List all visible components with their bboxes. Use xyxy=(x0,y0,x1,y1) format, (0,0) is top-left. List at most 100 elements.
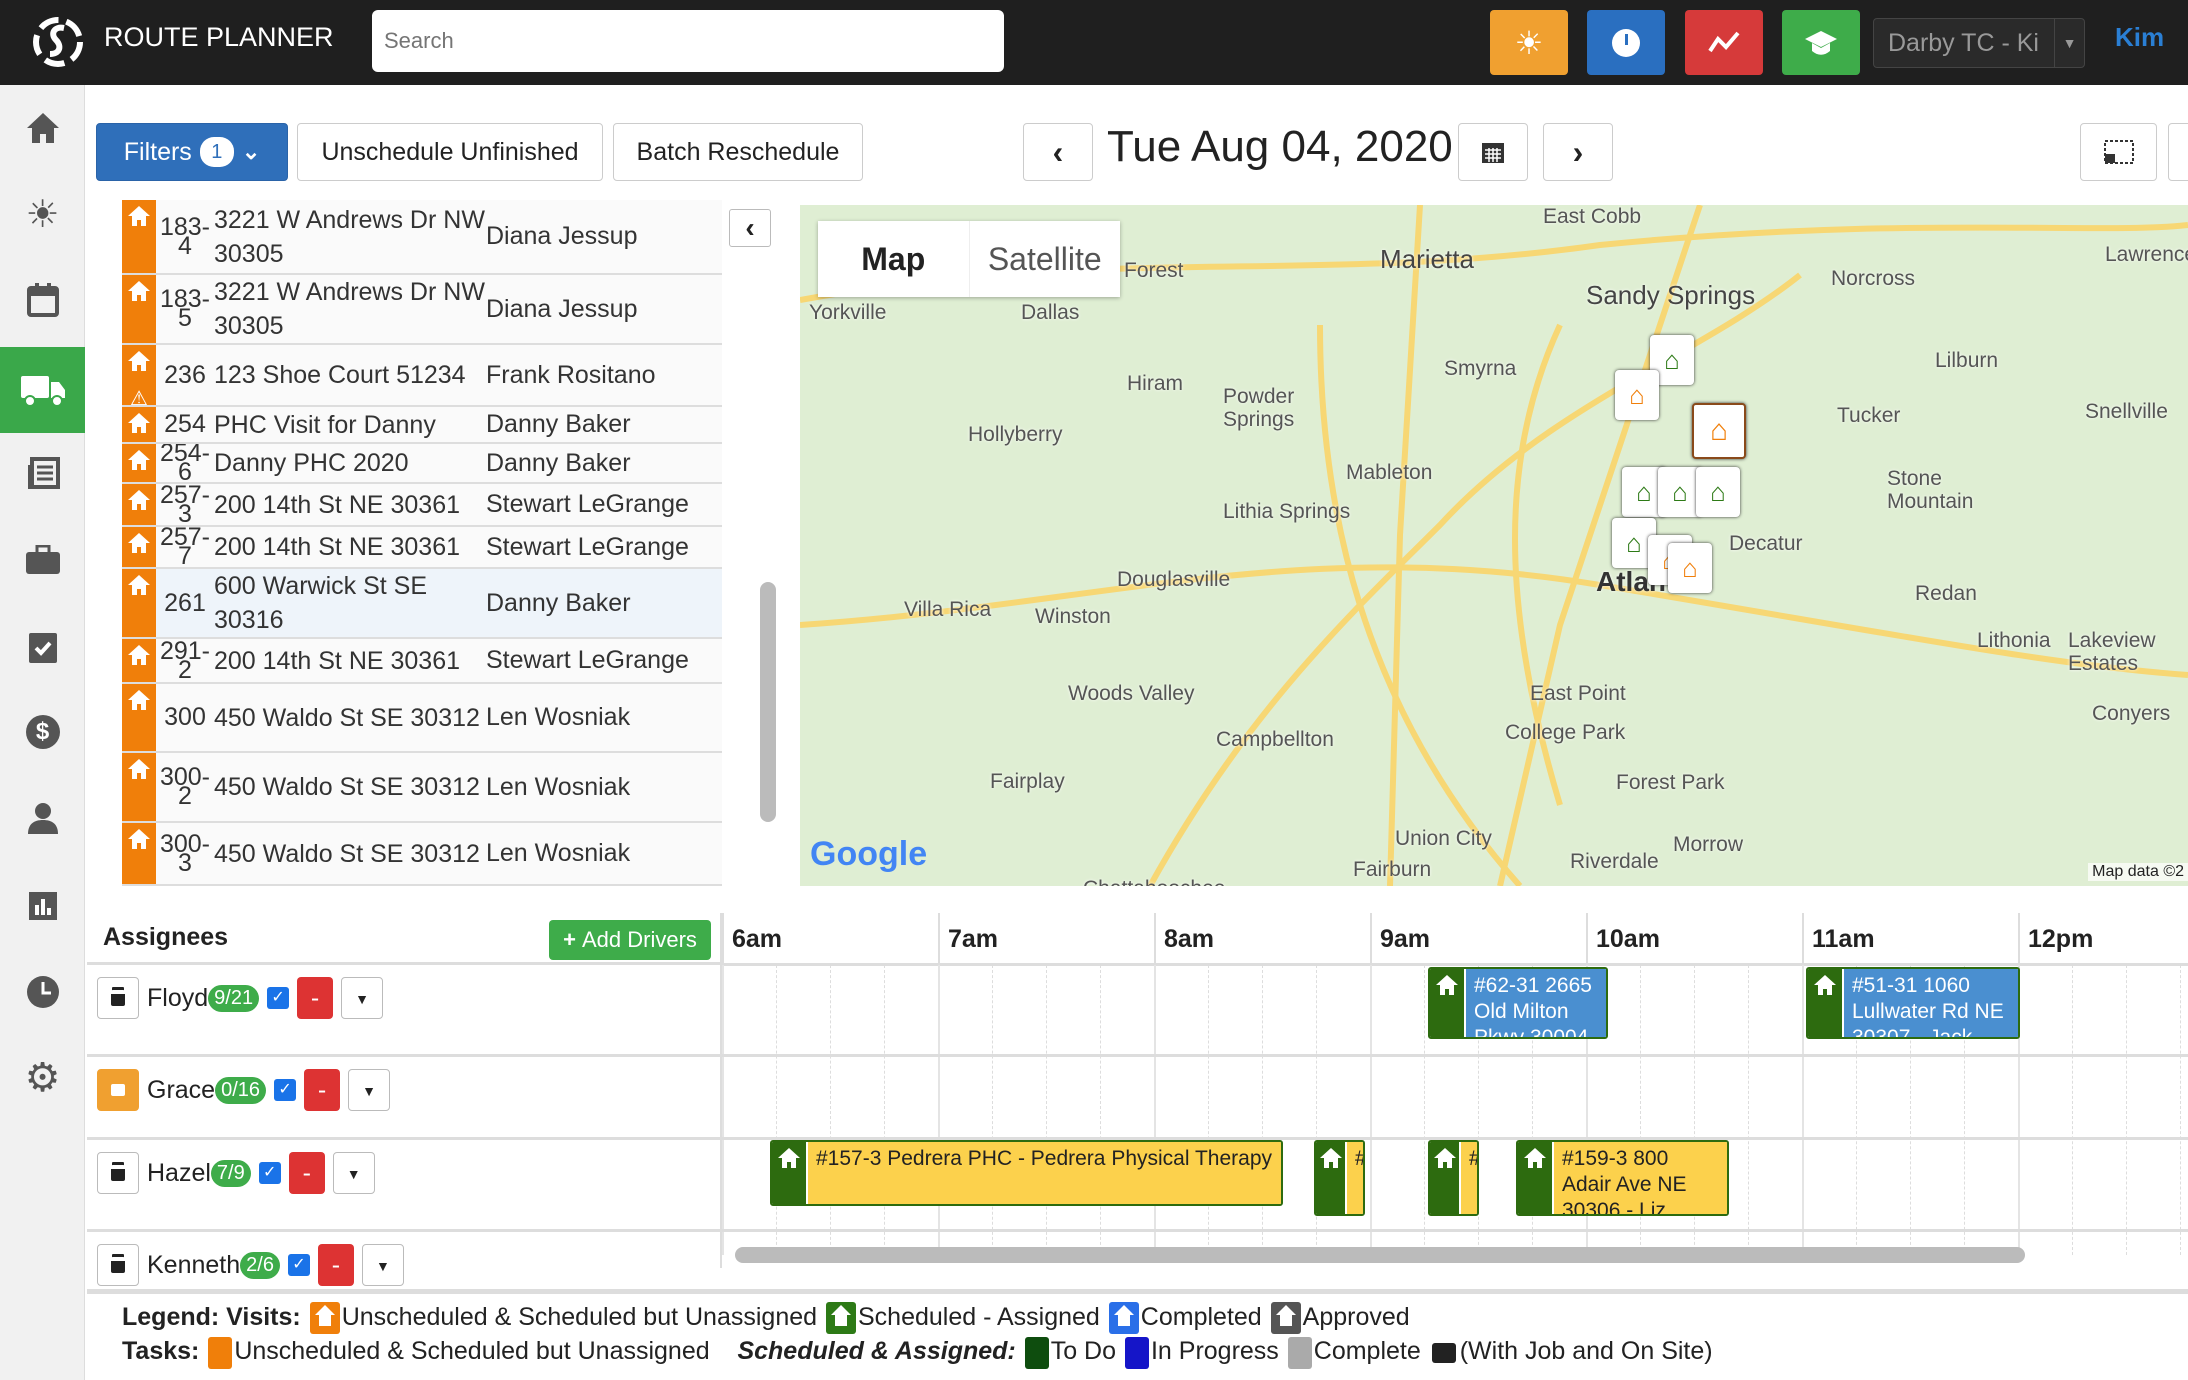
visit-row[interactable]: 254- 6 Danny PHC 2020 Danny Baker xyxy=(122,444,722,484)
map-marker-unassigned[interactable]: ⌂ xyxy=(1615,370,1659,420)
schedule-event[interactable]: #1 xyxy=(1428,1140,1479,1216)
list-scrollbar[interactable] xyxy=(760,582,776,822)
search-input[interactable] xyxy=(372,10,1004,72)
sidebar-item-users[interactable] xyxy=(0,775,85,861)
sidebar-item-calendar[interactable] xyxy=(0,257,85,343)
assignee-checkbox[interactable]: ✓ xyxy=(258,1162,281,1184)
home-icon: ⌂ xyxy=(1672,476,1688,507)
map-marker-assigned[interactable]: ⌂ xyxy=(1696,467,1740,517)
sidebar-item-tasks[interactable] xyxy=(0,603,85,689)
tab-satellite[interactable]: Satellite xyxy=(987,240,1102,277)
visit-row[interactable]: 257- 3 200 14th St NE 30361 Stewart LeGr… xyxy=(122,484,722,527)
user-menu[interactable]: Kim xyxy=(2115,22,2165,52)
map-place-label: Stone Mountain xyxy=(1887,467,1974,513)
schedule-event[interactable]: #157-3 Pedrera PHC - Pedrera Physical Th… xyxy=(770,1140,1283,1206)
remove-assignee-button[interactable]: - xyxy=(297,977,334,1019)
tab-map[interactable]: Map xyxy=(818,221,970,297)
assignee-dropdown[interactable]: ▼ xyxy=(332,1152,375,1194)
map-marker-assigned[interactable]: ⌂ xyxy=(1658,467,1702,517)
assignee-name: Floyd xyxy=(147,983,209,1012)
assignee-dropdown[interactable]: ▼ xyxy=(361,1244,404,1286)
lock-button[interactable] xyxy=(97,1244,139,1286)
assignee-name: Grace xyxy=(147,1075,216,1104)
visit-row[interactable]: 300- 3 450 Waldo St SE 30312 Len Wosniak xyxy=(122,823,722,886)
toolbar-extra-button[interactable] xyxy=(2168,123,2188,181)
map[interactable]: Map Satellite East Cobb Marietta Sandy Spr… xyxy=(800,205,2188,886)
lock-button[interactable] xyxy=(97,1152,139,1194)
visit-row[interactable]: 300- 2 450 Waldo St SE 30312 Len Wosniak xyxy=(122,753,722,823)
visit-row[interactable]: 183- 4 3221 W Andrews Dr NW 30305 Diana … xyxy=(122,200,722,275)
map-place-label: Chattahoochee xyxy=(1083,877,1225,886)
hour-header: 10am xyxy=(1586,913,1802,965)
clock-button[interactable] xyxy=(1587,10,1665,75)
training-button[interactable] xyxy=(1782,10,1860,75)
account-select[interactable]: Darby TC - Ki ▼ xyxy=(1873,18,2085,68)
visit-row[interactable]: 291- 2 200 14th St NE 30361 Stewart LeGr… xyxy=(122,639,722,684)
calendar-button[interactable] xyxy=(1458,123,1528,181)
visit-row[interactable]: 257- 7 200 14th St NE 30361 Stewart LeGr… xyxy=(122,527,722,569)
clipboard-check-icon xyxy=(28,633,57,663)
visit-row[interactable]: 183- 5 3221 W Andrews Dr NW 30305 Diana … xyxy=(122,275,722,345)
map-marker-unassigned[interactable]: ⌂ xyxy=(1668,543,1712,593)
event-text: #159-3 800 Adair Ave NE 30306 - Liz xyxy=(1552,1142,1727,1214)
quarter-gridline xyxy=(1856,965,1857,1255)
schedule-event[interactable]: #159-3 800 Adair Ave NE 30306 - Liz xyxy=(1516,1140,1729,1216)
schedule-event[interactable]: #2 xyxy=(1314,1140,1365,1216)
schedule-event[interactable]: #51-31 1060 Lullwater Rd NE 30307 - Jack xyxy=(1806,967,2020,1039)
collapse-list-button[interactable]: ‹ xyxy=(729,209,771,247)
visit-row[interactable]: 300 450 Waldo St SE 30312 Len Wosniak xyxy=(122,684,722,753)
map-place-label: Hollyberry xyxy=(968,423,1063,446)
home-icon xyxy=(1108,1302,1139,1335)
remove-assignee-button[interactable]: - xyxy=(317,1244,354,1286)
quarter-gridline xyxy=(1910,965,1911,1255)
assignee-dropdown[interactable]: ▼ xyxy=(348,1069,391,1111)
sidebar-item-billing[interactable]: $ xyxy=(0,689,85,775)
filter-count-badge: 1 xyxy=(199,137,234,167)
home-icon xyxy=(1808,969,1842,1037)
visit-number: 254 xyxy=(164,410,206,438)
filters-button[interactable]: Filters 1 ⌄ xyxy=(96,123,288,181)
prev-day-button[interactable]: ‹ xyxy=(1023,123,1093,181)
visit-row[interactable]: 254 PHC Visit for Danny Danny Baker xyxy=(122,407,722,444)
map-marker-unassigned[interactable]: ⌂ xyxy=(1692,403,1746,459)
sidebar-item-sun[interactable]: ☀ xyxy=(0,171,85,257)
visit-client: Danny Baker xyxy=(486,448,631,477)
sidebar-item-routes[interactable] xyxy=(0,347,85,433)
sidebar-item-settings[interactable]: ⚙ xyxy=(0,1035,85,1121)
next-day-button[interactable]: › xyxy=(1543,123,1613,181)
map-place-label: Yorkville xyxy=(809,301,887,324)
remove-assignee-button[interactable]: - xyxy=(304,1069,341,1111)
batch-reschedule-button[interactable]: Batch Reschedule xyxy=(613,123,863,181)
lock-button[interactable] xyxy=(97,977,139,1019)
map-place-label: East Cobb xyxy=(1543,205,1642,228)
visit-row[interactable]: ⚠ 236 123 Shoe Court 51234 Frank Rositan… xyxy=(122,345,722,407)
sidebar-item-reports[interactable] xyxy=(0,863,85,949)
fullscreen-button[interactable] xyxy=(2080,123,2157,181)
assignee-checkbox[interactable]: ✓ xyxy=(287,1254,310,1276)
schedule-event[interactable]: #62-31 2665 Old Milton Pkwy 30004 xyxy=(1428,967,1608,1039)
home-icon xyxy=(1270,1302,1301,1335)
legend-item: Unscheduled & Scheduled but Unassigned xyxy=(234,1337,710,1366)
sidebar-item-briefcase[interactable] xyxy=(0,517,85,603)
hour-header: 11am xyxy=(1802,913,2018,965)
add-drivers-button[interactable]: + Add Drivers xyxy=(549,920,711,960)
remove-assignee-button[interactable]: - xyxy=(288,1152,325,1194)
assignee-dropdown[interactable]: ▼ xyxy=(341,977,384,1019)
legend-item: Complete xyxy=(1313,1337,1421,1366)
assignee-checkbox[interactable]: ✓ xyxy=(274,1079,297,1101)
visit-row[interactable]: 261 600 Warwick St SE 30316 Danny Baker xyxy=(122,569,722,639)
plus-icon: + xyxy=(563,927,576,952)
quarter-gridline xyxy=(2180,965,2181,1255)
unschedule-unfinished-button[interactable]: Unschedule Unfinished xyxy=(297,123,603,181)
sidebar-item-history[interactable] xyxy=(0,949,85,1035)
event-text: #62-31 2665 Old Milton Pkwy 30004 xyxy=(1464,969,1606,1037)
sun-button[interactable]: ☀ xyxy=(1490,10,1568,75)
unlock-button[interactable] xyxy=(97,1069,139,1111)
assignee-checkbox[interactable]: ✓ xyxy=(267,987,290,1009)
sidebar-item-list[interactable] xyxy=(0,431,85,517)
status-stripe xyxy=(122,753,156,821)
timeline-scrollbar[interactable] xyxy=(735,1247,2025,1263)
timeline-header-divider xyxy=(722,963,2188,966)
sidebar-item-home[interactable] xyxy=(0,85,85,171)
chart-button[interactable] xyxy=(1685,10,1763,75)
